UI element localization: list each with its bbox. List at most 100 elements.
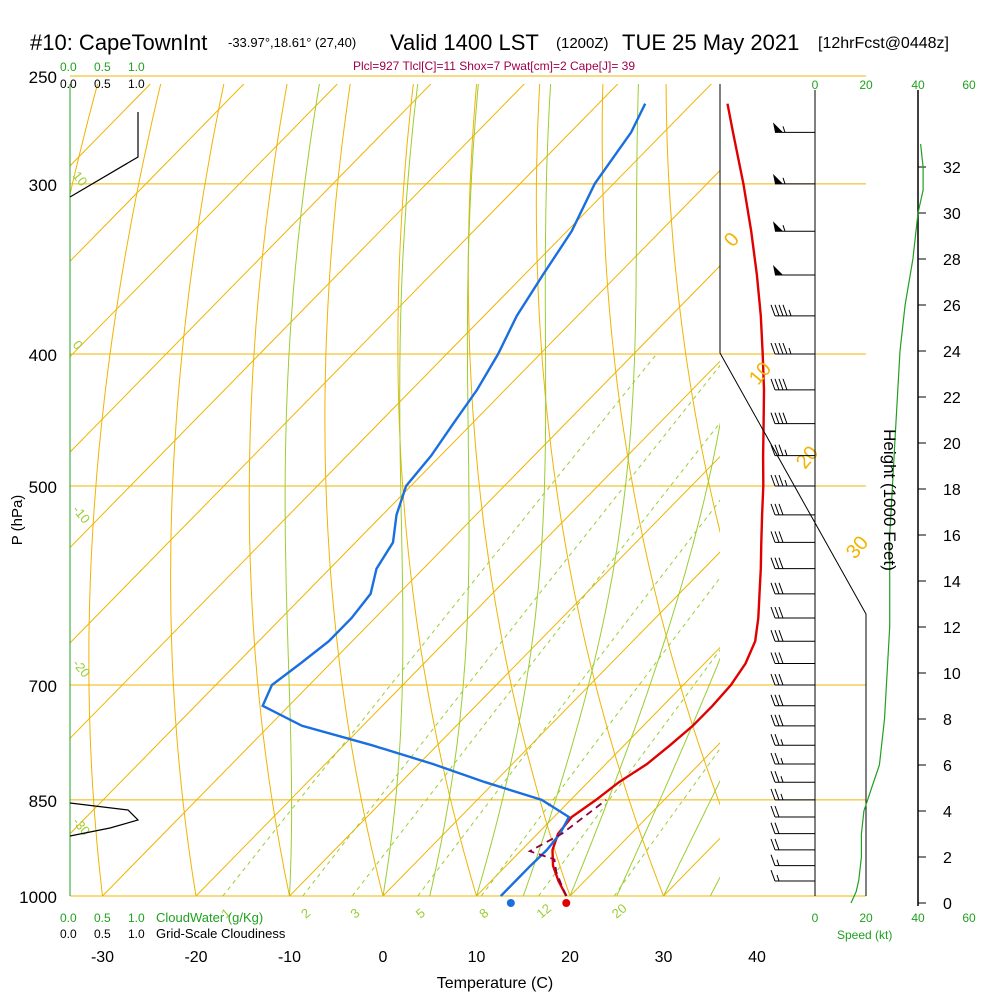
sounding-indices: Plcl=927 Tlcl[C]=11 Shox=7 Pwat[cm]=2 Ca… <box>353 59 635 73</box>
wind-barb <box>770 771 815 783</box>
mixing-ratio-label: 12 <box>533 901 554 922</box>
height-tick-label: 4 <box>943 804 952 821</box>
wind-barb-full <box>778 378 784 391</box>
height-tick-label: 14 <box>943 574 961 591</box>
wind-barb <box>770 342 815 355</box>
wind-barb-half <box>782 177 786 185</box>
valid-time: Valid 1400 LST <box>390 30 539 55</box>
wind-barb-full <box>770 531 776 543</box>
wind-barb-full <box>774 694 780 706</box>
wind-barb-full <box>770 503 776 516</box>
wind-barb-full <box>774 838 780 851</box>
height-tick-label: 20 <box>943 436 961 453</box>
wind-barb-full <box>778 531 784 543</box>
wind-barb-full <box>770 557 776 569</box>
height-tick-label: 24 <box>943 344 961 361</box>
y-axis-title: P (hPa) <box>9 495 26 546</box>
wind-barb-half <box>780 776 784 783</box>
temperature-tick-label: 0 <box>379 949 388 966</box>
wind-barb <box>770 304 815 317</box>
wind-barb-full <box>778 582 784 595</box>
speed-scale-top: 0 <box>812 78 819 92</box>
wind-barb <box>770 714 815 727</box>
speed-scale-top: 20 <box>859 78 873 92</box>
wind-barb-half <box>782 225 786 232</box>
wind-barb-half <box>782 126 786 133</box>
wind-barb-full <box>774 582 780 595</box>
wind-barb-full <box>770 734 776 746</box>
wind-barb <box>770 854 815 867</box>
height-tick-label: 28 <box>943 252 961 269</box>
wind-barb <box>773 173 815 185</box>
wind-barb-full <box>770 822 776 834</box>
mixing-ratio-label: 2 <box>298 905 313 921</box>
wind-barb-full <box>778 557 784 569</box>
dry-adiabat-line <box>601 84 720 806</box>
dry-adiabat-line <box>88 84 162 896</box>
wind-barb-full <box>774 734 780 746</box>
wind-barb <box>773 265 815 276</box>
wind-barb <box>770 582 815 595</box>
wind-barb-full <box>770 582 776 595</box>
wind-barb <box>770 444 815 457</box>
dewpoint-line <box>261 103 647 897</box>
temperature-tick-label: -30 <box>91 949 114 966</box>
wind-barb-half <box>780 739 784 746</box>
temperature-tick-label: 30 <box>655 949 673 966</box>
wind-barb-full <box>774 474 780 487</box>
dry-adiabat-line <box>170 84 225 896</box>
wind-barb-full <box>774 652 780 664</box>
moist-adiabat-line <box>476 84 552 896</box>
cloud-scale-top-green: 0.0 <box>60 60 77 74</box>
wind-panel: 0020204040606002468101214161820222426283… <box>719 78 976 925</box>
wind-barb-full <box>778 606 784 619</box>
wind-barb <box>770 838 815 851</box>
dry-adiabat-label: 0 <box>720 229 744 252</box>
cloud-scale-top-black: 0.0 <box>60 77 77 91</box>
wind-barb-full <box>770 788 776 801</box>
mixing-ratio-label: 20 <box>609 901 630 922</box>
height-tick-label: 18 <box>943 482 961 499</box>
wind-barb-full <box>774 805 780 818</box>
wind-barb <box>770 378 815 391</box>
mixing-ratio-label: 5 <box>413 905 428 921</box>
left-isotherm-label: -10 <box>70 502 94 526</box>
mixing-ratio-line <box>417 499 720 896</box>
cloud-scale-top-green: 1.0 <box>128 60 145 74</box>
wind-barb-full <box>782 378 788 391</box>
wind-barb-half <box>784 449 788 456</box>
wind-barb <box>770 788 815 801</box>
wind-barb-full <box>778 474 784 487</box>
speed-scale-bottom: 60 <box>962 911 976 925</box>
left-isotherm-label: 0 <box>70 337 86 352</box>
wind-barb-full <box>778 412 784 424</box>
wind-barb-flag <box>773 221 783 232</box>
wind-barb-full <box>774 771 780 783</box>
wind-barb-full <box>770 673 776 686</box>
moist-adiabat-line <box>382 84 419 896</box>
temperature-tick-label: -10 <box>278 949 301 966</box>
cloud-scale-bottom-black: 0.5 <box>94 927 111 941</box>
wind-barb-full <box>770 838 776 851</box>
temperature-tick-label: -20 <box>184 949 207 966</box>
speed-scale-bottom: 20 <box>859 911 873 925</box>
wind-barb-full <box>774 444 780 456</box>
cloud-water-label: CloudWater (g/Kg) <box>156 910 263 925</box>
wind-barb <box>770 673 815 686</box>
pressure-tick-label: 500 <box>29 478 57 497</box>
wind-barb-full <box>770 652 776 664</box>
moist-adiabat-line <box>616 657 720 896</box>
cloudiness-lower <box>69 802 140 837</box>
isotherm-line <box>382 551 720 896</box>
height-axis-title: Height (1000 Feet) <box>880 429 899 571</box>
moist-adiabat-line <box>429 84 479 896</box>
wind-barb-full <box>770 606 776 619</box>
dry-adiabat-line <box>248 84 291 896</box>
wind-speed-curve <box>850 143 924 904</box>
wind-barb-full <box>778 503 784 516</box>
cloudiness-label: Grid-Scale Cloudiness <box>156 926 286 941</box>
grid-clip <box>70 84 720 896</box>
isotherm-line <box>70 84 338 358</box>
wind-barb-full <box>770 694 776 706</box>
